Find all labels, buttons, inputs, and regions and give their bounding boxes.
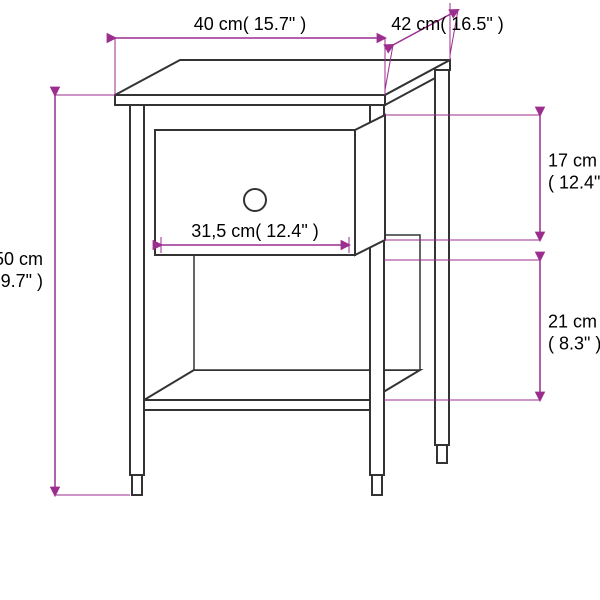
- dim-height-in2: ( 19.7" ): [0, 271, 43, 291]
- dim-width: 40 cm( 15.7" ): [194, 14, 306, 34]
- dim-drawer-h-in2: ( 12.4" ): [548, 173, 600, 193]
- dim-shelf-h-in2: ( 8.3" ): [548, 334, 600, 354]
- dim-drawer-width: 31,5 cm( 12.4" ): [191, 221, 318, 241]
- nightstand-drawing: [115, 60, 450, 495]
- dim-shelf-h-cm2: 21 cm: [548, 312, 597, 332]
- dim-depth: 42 cm( 16.5" ): [391, 14, 503, 34]
- dim-height-cm2: 50 cm: [0, 249, 43, 269]
- dim-drawer-h-cm2: 17 cm: [548, 151, 597, 171]
